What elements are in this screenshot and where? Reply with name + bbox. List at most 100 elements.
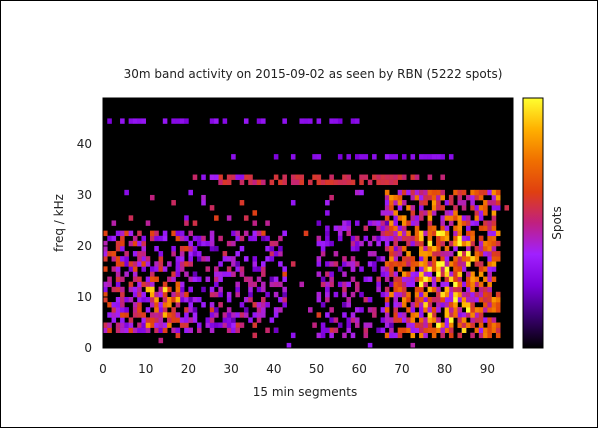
heatmap-cell <box>393 174 398 180</box>
heatmap-cell <box>461 322 467 328</box>
heatmap-cell <box>367 276 373 282</box>
heatmap-cell <box>372 312 377 318</box>
heatmap-cell <box>196 256 202 262</box>
heatmap-cell <box>231 322 236 328</box>
heatmap-cell <box>359 307 364 313</box>
heatmap-cell <box>231 261 236 267</box>
heatmap-cell <box>128 281 134 288</box>
heatmap-cell <box>419 302 424 308</box>
heatmap-cell <box>350 266 356 272</box>
heatmap-cell <box>474 205 480 211</box>
heatmap-cell <box>154 230 159 237</box>
heatmap-cell <box>401 200 407 206</box>
heatmap-cell <box>419 296 424 303</box>
heatmap-cell <box>389 251 394 257</box>
heatmap-cell <box>231 317 236 323</box>
heatmap-cell <box>495 332 501 339</box>
heatmap-cell <box>346 327 352 333</box>
heatmap-cell <box>410 235 416 242</box>
heatmap-cell <box>320 179 326 186</box>
heatmap-cell <box>393 194 398 201</box>
heatmap-cell <box>235 261 240 267</box>
heatmap-cell <box>487 220 492 226</box>
heatmap-cell <box>132 312 138 318</box>
heatmap-cell <box>401 271 407 277</box>
heatmap-cell <box>372 307 377 313</box>
heatmap-cell <box>397 194 403 201</box>
heatmap-cell <box>384 271 390 277</box>
heatmap-cell <box>389 327 394 333</box>
heatmap-cell <box>427 307 433 313</box>
heatmap-cell <box>474 261 480 267</box>
heatmap-cell <box>184 322 189 328</box>
heatmap-cell <box>214 271 219 277</box>
heatmap-cell <box>316 256 322 262</box>
heatmap-cell <box>389 266 394 272</box>
heatmap-cell <box>466 215 471 221</box>
heatmap-cell <box>359 189 364 196</box>
heatmap-cell <box>491 225 497 231</box>
heatmap-cell <box>448 312 454 318</box>
heatmap-cell <box>316 174 322 180</box>
heatmap-cell <box>474 291 480 298</box>
heatmap-cell <box>222 251 228 257</box>
heatmap-cell <box>427 327 433 333</box>
heatmap-cell <box>427 261 433 267</box>
heatmap-cell <box>414 327 420 333</box>
heatmap-cell <box>423 271 428 277</box>
heatmap-cell <box>393 332 398 339</box>
heatmap-cell <box>478 225 484 231</box>
heatmap-cell <box>167 261 172 267</box>
heatmap-cell <box>474 312 480 318</box>
heatmap-cell <box>431 332 437 339</box>
heatmap-cell <box>470 312 475 318</box>
heatmap-cell <box>145 327 151 333</box>
heatmap-cell <box>423 296 428 303</box>
heatmap-cell <box>397 327 403 333</box>
heatmap-cell <box>419 312 424 318</box>
heatmap-cell <box>188 286 193 293</box>
heatmap-cell <box>427 296 433 303</box>
heatmap-cell <box>427 235 433 242</box>
heatmap-cell <box>132 261 138 267</box>
heatmap-cell <box>457 225 463 231</box>
heatmap-cell <box>342 312 347 318</box>
heatmap-cell <box>171 271 176 277</box>
heatmap-cell <box>470 194 475 201</box>
heatmap-cell <box>333 327 339 333</box>
heatmap-cell <box>265 256 270 262</box>
heatmap-cell <box>261 118 266 124</box>
heatmap-cell <box>389 235 394 242</box>
heatmap-cell <box>171 307 176 313</box>
heatmap-cell <box>154 276 159 282</box>
heatmap-cell <box>201 194 206 201</box>
heatmap-cell <box>410 317 416 323</box>
heatmap-cell <box>149 312 155 318</box>
heatmap-cell <box>175 296 181 303</box>
heatmap-cell <box>171 317 176 323</box>
heatmap-cell <box>278 251 283 257</box>
heatmap-cell <box>179 256 185 262</box>
heatmap-cell <box>453 256 458 262</box>
heatmap-cell <box>436 291 441 298</box>
heatmap-cell <box>414 296 420 303</box>
heatmap-cell <box>107 251 112 257</box>
heatmap-cell <box>320 240 326 247</box>
heatmap-cell <box>427 174 433 180</box>
heatmap-cell <box>141 235 147 242</box>
heatmap-cell <box>325 210 330 216</box>
heatmap-cell <box>389 210 394 216</box>
heatmap-cell <box>470 271 475 277</box>
heatmap-cell <box>342 261 347 267</box>
heatmap-cell <box>295 174 300 180</box>
heatmap-cell <box>457 271 463 277</box>
heatmap-cell <box>453 312 458 318</box>
heatmap-cell <box>145 307 151 313</box>
heatmap-cell <box>491 194 497 201</box>
heatmap-cell <box>239 179 245 186</box>
heatmap-cell <box>261 312 266 318</box>
heatmap-cell <box>414 286 420 293</box>
heatmap-cell <box>376 220 381 226</box>
heatmap-cell <box>107 118 112 124</box>
heatmap-cell <box>316 261 322 267</box>
